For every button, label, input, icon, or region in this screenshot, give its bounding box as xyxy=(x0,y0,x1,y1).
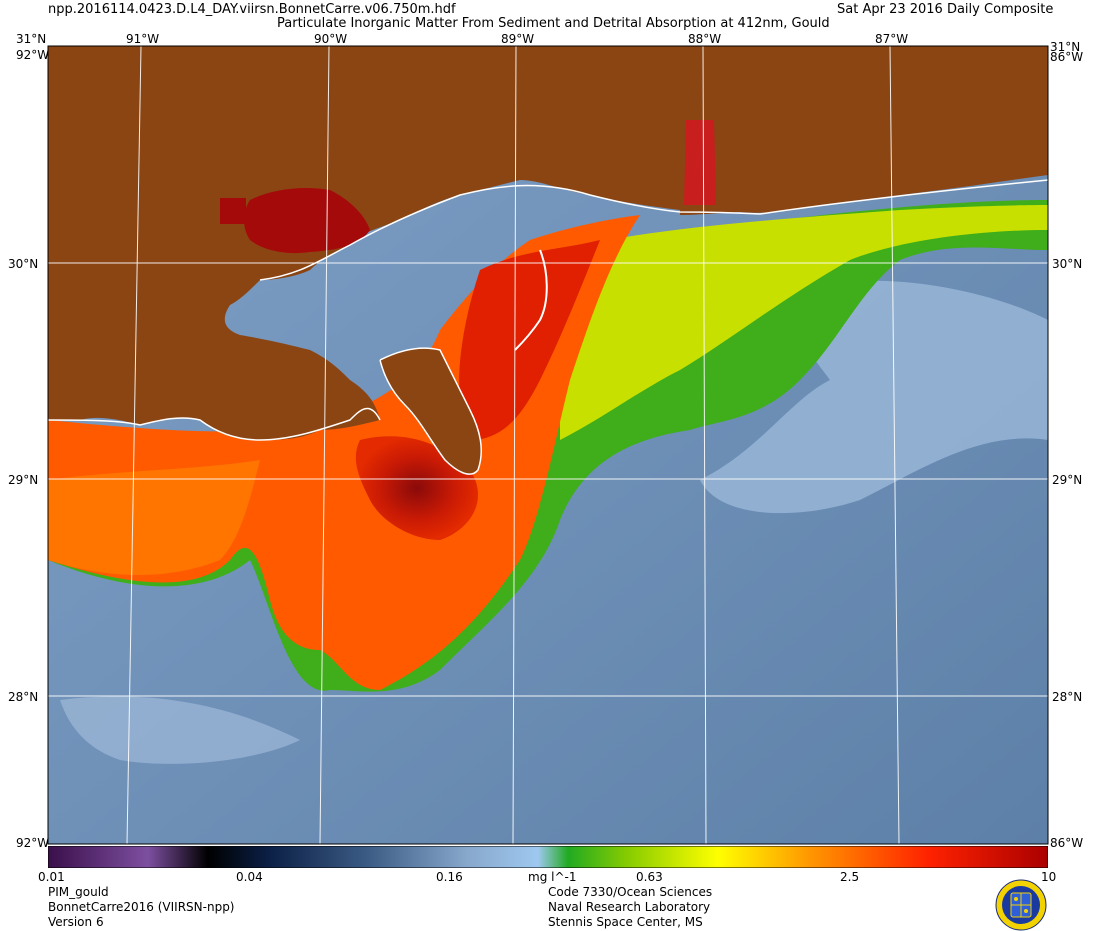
colorbar-gradient xyxy=(48,846,1048,868)
lat-label-30-left: 30°N xyxy=(8,257,39,271)
chandeleur-islands xyxy=(514,249,548,351)
corner-bottom-right-lon: 86°W xyxy=(1050,836,1084,850)
lat-label-28-right: 28°N xyxy=(1052,690,1083,704)
lon-label-89: 89°W xyxy=(501,32,535,46)
corner-top-left-lon: 92°W xyxy=(16,48,50,62)
lat-label-29-left: 29°N xyxy=(8,473,39,487)
lake-pontchartrain xyxy=(244,188,370,254)
cbar-tick-0.16: 0.16 xyxy=(436,870,463,884)
graticule xyxy=(48,45,1048,845)
cbar-tick-2.5: 2.5 xyxy=(840,870,860,884)
ocean-light-wisp xyxy=(60,696,300,764)
corner-top-right-lon: 86°W xyxy=(1050,50,1084,64)
cbar-units: mg l^-1 xyxy=(528,870,577,884)
land-area xyxy=(48,46,1048,440)
lon-label-90: 90°W xyxy=(314,32,348,46)
footer-region: BonnetCarre2016 (VIIRSN-npp) xyxy=(48,900,235,914)
lat-label-28-left: 28°N xyxy=(8,690,39,704)
mississippi-delta xyxy=(380,348,482,475)
date-text: Sat Apr 23 2016 Daily Composite xyxy=(837,2,1054,17)
lon-label-87: 87°W xyxy=(875,32,909,46)
footer-code: Code 7330/Ocean Sciences xyxy=(548,885,713,899)
ocean-light-eddy xyxy=(700,280,1048,514)
coastline xyxy=(259,179,1049,281)
colorbar xyxy=(48,846,1048,868)
footer-location: Stennis Space Center, MS xyxy=(548,915,703,929)
cbar-tick-0.63: 0.63 xyxy=(636,870,663,884)
map-frame xyxy=(47,45,1049,845)
lon-label-88: 88°W xyxy=(688,32,722,46)
mobile-bay xyxy=(684,120,716,205)
delta-coastline xyxy=(379,347,483,475)
yellow-front xyxy=(560,205,1048,440)
corner-bottom-left-lon: 92°W xyxy=(16,836,50,850)
plume-east-red xyxy=(459,240,600,440)
cbar-tick-0.04: 0.04 xyxy=(236,870,263,884)
plume-orange-west xyxy=(48,460,260,575)
footer-lab: Naval Research Laboratory xyxy=(548,900,711,914)
cbar-tick-0.01: 0.01 xyxy=(38,870,65,884)
nrl-seal-icon xyxy=(995,879,1047,931)
product-title: Particulate Inorganic Matter From Sedime… xyxy=(277,16,830,31)
corner-top-right-lat: 31°N xyxy=(1050,40,1081,54)
footer-version: Version 6 xyxy=(48,915,104,929)
lake-maurepas xyxy=(220,198,246,224)
lat-label-29-right: 29°N xyxy=(1052,473,1083,487)
lon-label-91: 91°W xyxy=(126,32,160,46)
corner-top-left-lat: 31°N xyxy=(16,32,47,46)
cbar-tick-10: 10 xyxy=(1041,870,1057,884)
footer-product: PIM_gould xyxy=(48,885,109,899)
lat-label-30-right: 30°N xyxy=(1052,257,1083,271)
filename-text: npp.2016114.0423.D.L4_DAY.viirsn.BonnetC… xyxy=(48,2,456,17)
louisiana-coastline xyxy=(47,407,381,441)
